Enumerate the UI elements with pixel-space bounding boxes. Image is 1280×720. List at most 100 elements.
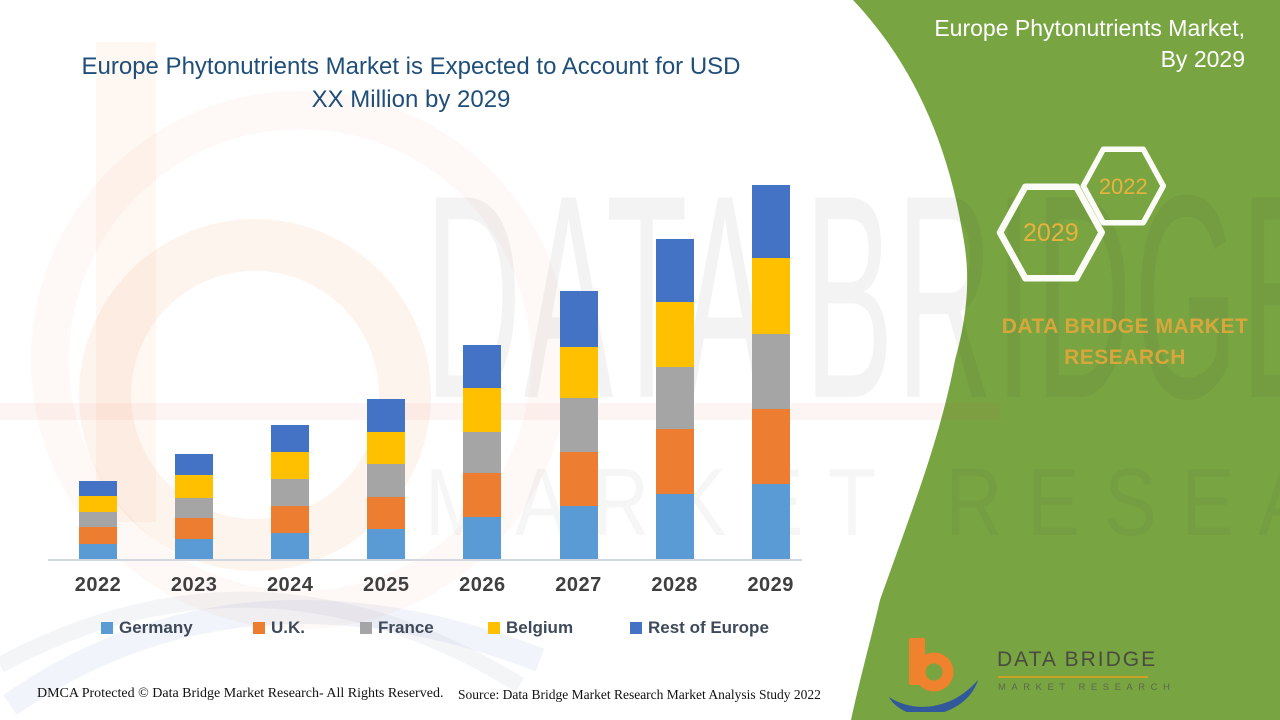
bar-2025 [367, 399, 406, 560]
side-panel-heading-line1: Europe Phytonutrients Market, [934, 15, 1245, 41]
logo-subtitle-text: MARKET RESEARCH [998, 682, 1176, 693]
x-axis-line [48, 559, 802, 561]
legend-item-germany: Germany [101, 618, 193, 637]
legend-label: U.K. [271, 618, 305, 637]
bar-segment-germany-2025 [367, 529, 406, 560]
chart-title-line1: Europe Phytonutrients Market is Expected… [81, 53, 741, 80]
brand-wordmark-line2: RESEARCH [1064, 346, 1186, 369]
bar-segment-rest-of-europe-2028 [655, 239, 694, 302]
x-axis-label-2022: 2022 [74, 574, 122, 596]
bar-segment-belgium-2028 [655, 302, 694, 367]
x-axis-label-2023: 2023 [170, 574, 218, 596]
logo-gold-rule [998, 676, 1148, 678]
bar-segment-belgium-2024 [271, 452, 310, 479]
legend-swatch [630, 622, 642, 634]
legend-item-belgium: Belgium [488, 618, 574, 637]
faded-logo-swoosh-gray [0, 591, 525, 692]
bar-2023 [175, 454, 214, 560]
bar-segment-rest-of-europe-2027 [559, 291, 598, 347]
bar-segment-belgium-2022 [79, 496, 117, 512]
side-panel-heading-line2: By 2029 [1160, 46, 1245, 72]
bar-2024 [271, 425, 310, 560]
bar-segment-rest-of-europe-2025 [367, 399, 406, 432]
footer-source-text: Source: Data Bridge Market Research Mark… [458, 687, 821, 702]
logo-name-text: DATA BRIDGE [997, 648, 1158, 671]
brand-wordmark: DATA BRIDGE MARKET RESEARCH [980, 311, 1270, 373]
company-logo: DATA BRIDGE MARKET RESEARCH [885, 632, 1235, 714]
bar-2027 [559, 291, 598, 560]
bar-segment-u-k--2023 [175, 518, 214, 539]
faded-logo-outer-arc [31, 91, 569, 629]
bar-segment-u-k--2025 [367, 497, 406, 529]
chart-title: Europe Phytonutrients Market is Expected… [60, 50, 762, 116]
logo-swoosh [889, 680, 978, 712]
faded-logo-swoosh-blue [3, 600, 545, 715]
bar-segment-germany-2026 [463, 517, 502, 560]
bar-segment-france-2026 [463, 432, 502, 473]
faded-logo-bowl [79, 219, 431, 571]
bar-2026 [463, 345, 502, 560]
bar-segment-u-k--2028 [655, 429, 694, 494]
bar-segment-rest-of-europe-2024 [271, 425, 310, 452]
x-axis-label-2024: 2024 [266, 574, 314, 596]
bar-segment-rest-of-europe-2023 [175, 454, 214, 475]
bar-segment-belgium-2026 [463, 388, 502, 432]
green-panel-shape [851, 0, 1280, 720]
x-axis-label-2026: 2026 [459, 574, 506, 596]
hexagon-2022 [1080, 146, 1167, 226]
bar-segment-germany-2024 [271, 533, 310, 560]
logo-b-stem [909, 638, 925, 685]
bar-segment-france-2028 [655, 367, 694, 429]
bar-segment-u-k--2029 [751, 409, 790, 484]
watermark-market-research-text: MARKET RESEARCH [425, 455, 1280, 551]
chart-title-line2: XX Million by 2029 [311, 86, 511, 113]
bar-segment-rest-of-europe-2026 [463, 345, 502, 388]
legend-swatch [253, 622, 265, 634]
x-axis-label-2027: 2027 [555, 574, 602, 596]
bar-segment-belgium-2023 [175, 475, 214, 498]
bar-segment-belgium-2027 [559, 347, 598, 398]
bar-2022 [79, 481, 117, 560]
legend-item-france: France [360, 618, 434, 637]
bar-segment-rest-of-europe-2029 [751, 185, 790, 258]
watermark-data-bridge-text: DATA BRIDGE [425, 135, 1280, 459]
bar-segment-germany-2027 [559, 506, 598, 560]
bar-segment-u-k--2027 [559, 452, 598, 506]
x-axis-label-2028: 2028 [651, 574, 698, 596]
bar-segment-germany-2029 [751, 484, 790, 560]
bar-segment-france-2024 [271, 479, 310, 506]
x-axis-label-2025: 2025 [363, 574, 410, 596]
faded-logo-stem [96, 42, 156, 522]
legend-label: Belgium [506, 618, 574, 637]
legend-label: Rest of Europe [648, 618, 769, 637]
legend-item-rest-of-europe: Rest of Europe [630, 618, 769, 637]
legend-swatch [101, 622, 113, 634]
bar-segment-france-2027 [559, 398, 598, 452]
bar-segment-germany-2022 [79, 544, 117, 560]
bar-segment-france-2023 [175, 498, 214, 518]
legend-swatch [488, 622, 500, 634]
brand-wordmark-line1: DATA BRIDGE MARKET [1001, 315, 1249, 338]
footer-dmca-text: DMCA Protected © Data Bridge Market Rese… [37, 686, 444, 701]
hexagon-2029 [996, 183, 1105, 282]
bar-segment-u-k--2026 [463, 473, 502, 517]
bar-segment-france-2022 [79, 512, 117, 527]
bar-2028 [655, 239, 694, 560]
bar-segment-u-k--2022 [79, 527, 117, 544]
hexagon-2029-label: 2029 [1023, 219, 1079, 247]
watermark-red-band [0, 403, 1000, 420]
legend-label: France [378, 618, 434, 637]
legend-label: Germany [119, 618, 193, 637]
bar-segment-belgium-2025 [367, 432, 406, 464]
bar-segment-france-2029 [751, 334, 790, 409]
bar-segment-belgium-2029 [751, 258, 790, 334]
legend-swatch [360, 622, 372, 634]
logo-b-bowl [914, 652, 954, 692]
legend-item-u-k-: U.K. [253, 618, 305, 637]
bar-segment-germany-2028 [655, 494, 694, 560]
bar-segment-rest-of-europe-2022 [79, 481, 117, 496]
